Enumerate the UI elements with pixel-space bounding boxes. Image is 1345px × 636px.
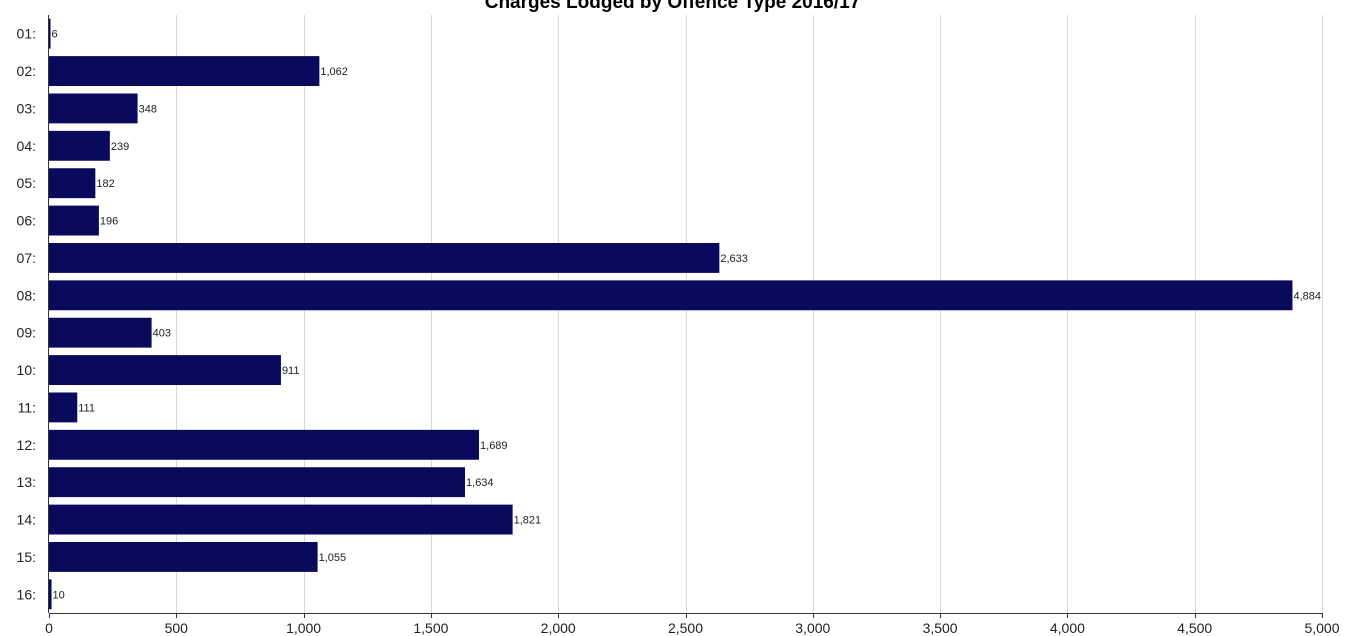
bar — [49, 56, 320, 87]
bar — [49, 280, 1293, 311]
category-label: 07: — [17, 250, 36, 266]
value-label: 911 — [282, 365, 300, 377]
x-tick-label: 5,000 — [1304, 620, 1339, 636]
x-tick-label: 4,500 — [1177, 620, 1212, 636]
bar — [49, 504, 513, 535]
value-label: 111 — [78, 402, 95, 414]
value-label: 182 — [96, 178, 114, 190]
category-label: 10: — [17, 362, 36, 378]
category-label: 11: — [18, 399, 36, 415]
bars — [49, 18, 1293, 610]
value-label: 1,689 — [480, 440, 508, 452]
axes — [48, 15, 1323, 618]
category-label: 04: — [17, 138, 36, 154]
category-label: 12: — [17, 437, 36, 453]
value-label: 403 — [153, 328, 171, 340]
x-tick-label: 4,000 — [1050, 620, 1085, 636]
value-label: 1,062 — [320, 66, 348, 78]
bar — [49, 168, 96, 199]
bar — [49, 130, 110, 161]
x-tick-label: 2,500 — [668, 620, 703, 636]
value-label: 196 — [100, 216, 118, 228]
chart-title: Charges Lodged by Offence Type 2016/17 — [484, 0, 861, 13]
bar — [49, 205, 99, 236]
bar — [49, 93, 138, 124]
category-label: 02: — [17, 63, 36, 79]
bar — [49, 579, 52, 610]
value-label: 2,633 — [720, 253, 748, 265]
category-label: 01: — [17, 26, 36, 42]
category-label: 13: — [17, 474, 36, 490]
category-label: 09: — [17, 325, 36, 341]
bar — [49, 355, 281, 386]
category-label: 05: — [17, 175, 36, 191]
category-label: 08: — [17, 287, 36, 303]
category-label: 14: — [17, 512, 36, 528]
category-label: 06: — [17, 213, 36, 229]
x-tick-label: 3,000 — [795, 620, 830, 636]
labels: 0 500 1,000 1,500 2,000 2,500 3,000 3,500 4,000 4… — [17, 26, 1340, 636]
bar — [49, 429, 480, 460]
x-tick-label: 0 — [45, 620, 53, 636]
value-label: 6 — [52, 29, 58, 41]
value-label: 1,634 — [466, 477, 494, 489]
x-tick-label: 1,500 — [413, 620, 448, 636]
value-label: 1,055 — [319, 552, 347, 564]
bar — [49, 467, 466, 498]
value-label: 348 — [139, 103, 157, 115]
x-tick-label: 1,000 — [286, 620, 321, 636]
bar — [49, 541, 318, 572]
value-label: 4,884 — [1293, 290, 1321, 302]
value-label: 10 — [53, 589, 65, 601]
bar — [49, 242, 720, 273]
category-label: 03: — [17, 100, 36, 116]
value-label: 239 — [111, 141, 129, 153]
value-label: 1,821 — [514, 515, 542, 527]
bar — [49, 317, 152, 348]
bar — [49, 18, 51, 49]
category-label: 15: — [17, 549, 36, 565]
x-tick-label: 2,000 — [541, 620, 576, 636]
x-tick-label: 500 — [165, 620, 189, 636]
bar — [49, 392, 78, 423]
x-tick-label: 3,500 — [923, 620, 958, 636]
category-label: 16: — [17, 586, 36, 602]
